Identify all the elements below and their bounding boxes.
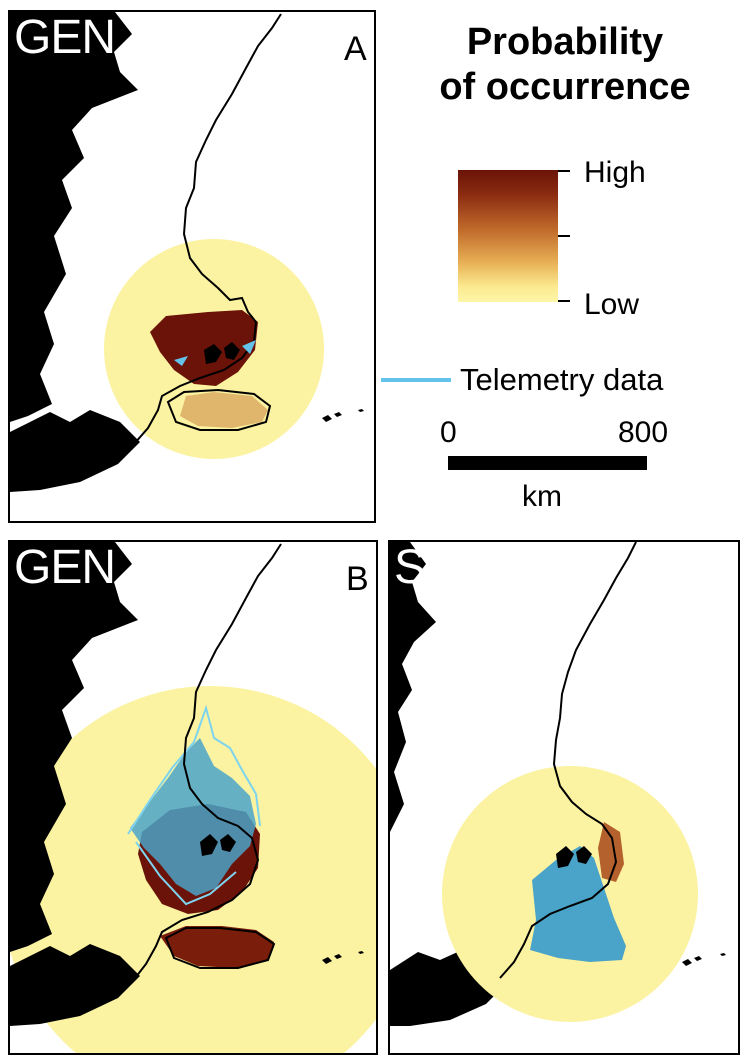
- small-islands: [322, 951, 364, 964]
- islands: [200, 834, 236, 856]
- map-ssw-graphic: [390, 542, 726, 1026]
- legend-title-line1: Probability: [466, 21, 664, 63]
- legend-tick-mid: [558, 235, 570, 237]
- legend-title: Probability of occurrence: [410, 20, 720, 110]
- small-islands: [322, 409, 364, 422]
- panel-a-letter: A: [344, 30, 367, 68]
- probability-hotspot: [598, 822, 624, 882]
- map-panel-ssw: SSW: [388, 540, 740, 1055]
- coastline: [109, 543, 282, 999]
- probability-core: [150, 310, 258, 386]
- map-b-graphic: [10, 542, 376, 1053]
- scale-unit-label: km: [522, 480, 562, 513]
- landmass: [10, 542, 138, 952]
- legend-tick-low: [558, 300, 570, 302]
- map-panel-a: GEN A: [8, 10, 376, 523]
- probability-color-scale: [458, 170, 558, 302]
- telemetry-track: [174, 340, 256, 366]
- landmass-south: [10, 944, 140, 1026]
- coastline-south: [166, 388, 272, 431]
- scale-min-label: 0: [440, 416, 457, 449]
- coastline-south: [164, 927, 276, 969]
- panel-b-tag: GEN: [14, 541, 116, 594]
- islands: [204, 342, 240, 364]
- legend-low-label: Low: [584, 288, 640, 321]
- coastline: [499, 542, 637, 979]
- telemetry-tracks: [130, 738, 256, 896]
- legend-tick-high: [558, 170, 570, 172]
- coastline: [113, 13, 282, 461]
- telemetry-tracks-outline: [127, 704, 261, 906]
- landmass-south: [10, 410, 140, 492]
- landmass: [10, 12, 138, 422]
- panel-ssw-tag: SSW: [394, 541, 501, 594]
- legend-high-label: High: [584, 156, 646, 189]
- small-islands: [682, 953, 726, 966]
- scale-max-label: 800: [618, 416, 669, 449]
- islands: [556, 846, 592, 868]
- map-panel-b: GEN B: [8, 540, 378, 1055]
- telemetry-legend-label: Telemetry data: [460, 362, 664, 397]
- panel-a-tag: GEN: [14, 11, 116, 64]
- landmass: [390, 542, 436, 832]
- probability-south: [160, 926, 274, 968]
- panel-b-letter: B: [346, 560, 369, 598]
- map-a-graphic: [10, 12, 364, 492]
- telemetry-legend-line: [381, 378, 451, 382]
- probability-mid: [180, 392, 268, 428]
- scale-bar: [448, 456, 647, 470]
- legend-title-line2: of occurrence: [439, 65, 691, 108]
